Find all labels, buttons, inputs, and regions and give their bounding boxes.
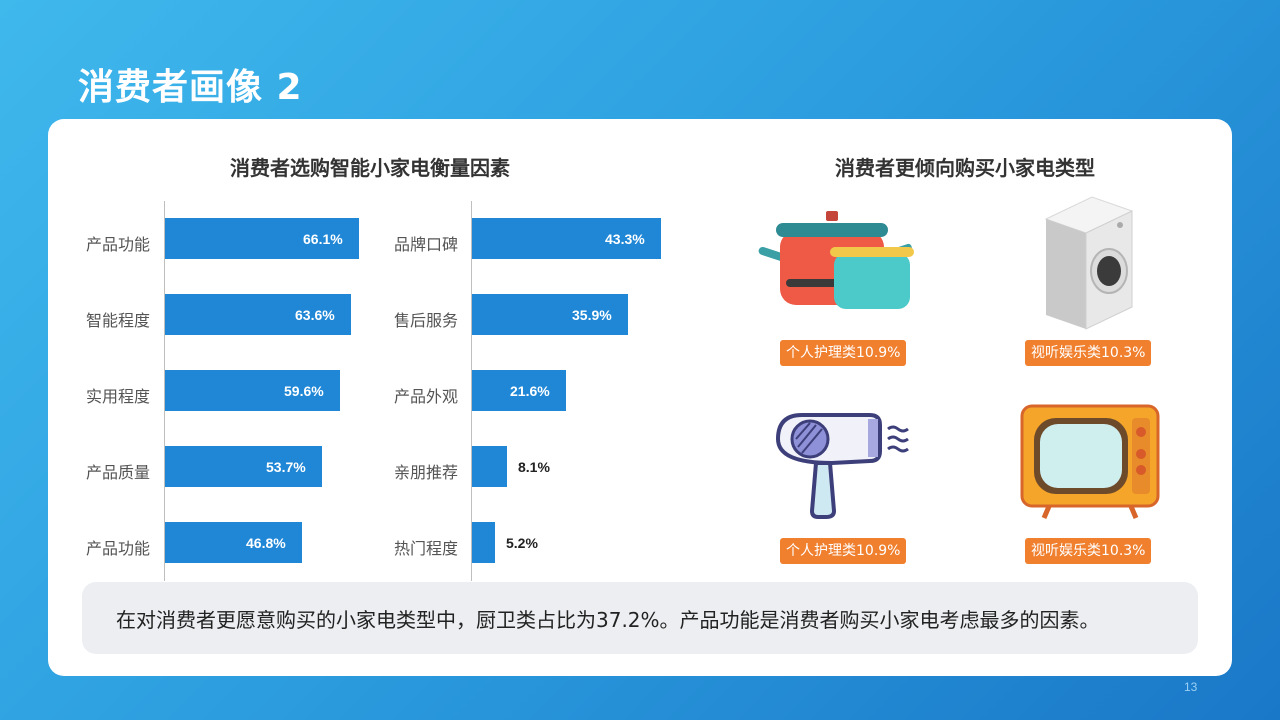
content-card: 消费者选购智能小家电衡量因素 消费者更倾向购买小家电类型 产品功能 智能程度 实… (48, 119, 1232, 676)
slide-title: 消费者画像 2 (78, 67, 303, 108)
appliance-tag: 视听娱乐类10.3% (1025, 340, 1152, 366)
bar-value-label: 21.6% (510, 383, 550, 399)
hair-dryer-icon (775, 413, 909, 519)
bar-value-label: 35.9% (572, 307, 612, 323)
page-number: 13 (1184, 680, 1198, 694)
bar (472, 446, 507, 487)
bar-value-label: 43.3% (605, 231, 645, 247)
category-label: 产品功能 (86, 539, 151, 558)
chart-axis-left (471, 201, 472, 581)
bar-value-label: 53.7% (266, 459, 306, 475)
bar-value-label: 59.6% (284, 383, 324, 399)
category-label: 产品功能 (86, 235, 151, 254)
category-label: 产品质量 (86, 463, 151, 482)
category-label: 售后服务 (394, 311, 459, 330)
bar (165, 446, 322, 487)
bar-value-label: 46.8% (246, 535, 286, 551)
bar (165, 218, 359, 259)
bar-value-label: 63.6% (295, 307, 335, 323)
category-label: 产品外观 (394, 387, 459, 406)
bar-value-label: 5.2% (506, 535, 538, 551)
bar-value-label: 66.1% (303, 231, 343, 247)
appliance-tag: 个人护理类10.9% (780, 340, 907, 366)
bar (472, 370, 566, 411)
bar (165, 294, 351, 335)
bar (165, 522, 302, 563)
category-label: 亲朋推荐 (394, 463, 459, 482)
appliance-tag: 个人护理类10.9% (780, 538, 907, 564)
category-label: 品牌口碑 (394, 235, 459, 254)
category-label: 智能程度 (86, 311, 151, 330)
chart-axis-left (164, 201, 165, 581)
right-section-title: 消费者更倾向购买小家电类型 (835, 156, 1095, 180)
retro-tv-icon (1020, 404, 1160, 519)
bar (472, 522, 495, 563)
category-label: 热门程度 (394, 539, 459, 558)
category-label: 实用程度 (86, 387, 151, 406)
bar (165, 370, 340, 411)
summary-text: 在对消费者更愿意购买的小家电类型中，厨卫类占比为37.2%。产品功能是消费者购买… (116, 608, 1100, 632)
summary-box: 在对消费者更愿意购买的小家电类型中，厨卫类占比为37.2%。产品功能是消费者购买… (82, 582, 1198, 654)
bar (472, 218, 661, 259)
cooking-pot-icon (758, 211, 914, 309)
left-chart-title: 消费者选购智能小家电衡量因素 (230, 156, 510, 180)
bar (472, 294, 628, 335)
bar-value-label: 8.1% (518, 459, 550, 475)
appliance-tag: 视听娱乐类10.3% (1025, 538, 1152, 564)
washing-machine-icon (1044, 196, 1134, 330)
